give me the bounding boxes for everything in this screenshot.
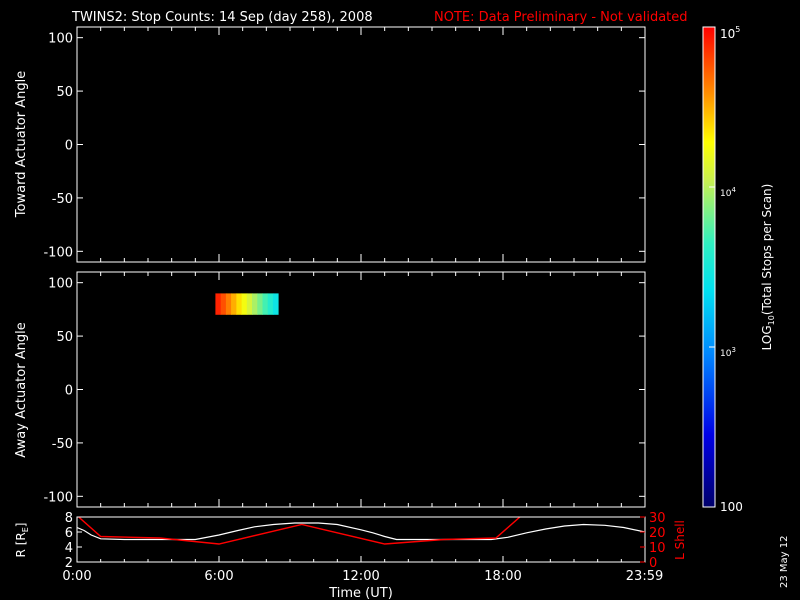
time-xtick-label: 0:00 (62, 569, 91, 584)
radius-ytick-label: 6 (65, 526, 73, 541)
date-stamp: 23 May 12 (779, 536, 790, 588)
away-hotspot-cell (267, 293, 274, 315)
away-ylabel: Away Actuator Angle (14, 322, 29, 457)
time-xtick-label: 18:00 (484, 569, 521, 584)
figure-title: TWINS2: Stop Counts: 14 Sep (day 258), 2… (71, 10, 373, 25)
away-hotspot-cell (236, 293, 243, 315)
away-hotspot-cell (241, 293, 248, 315)
toward-ytick-label: 100 (48, 32, 73, 47)
toward-ytick-label: 0 (65, 139, 73, 154)
lshell-ytick-label: 30 (649, 511, 666, 526)
away-hotspot-cell (246, 293, 253, 315)
time-xtick-label: 6:00 (204, 569, 233, 584)
toward-ylabel: Toward Actuator Angle (14, 71, 29, 218)
lshell-line (77, 517, 521, 545)
away-hotspot-cell (262, 293, 269, 315)
lshell-ytick-label: 20 (649, 526, 666, 541)
away-panel-background (77, 272, 645, 507)
away-hotspot-cell (272, 293, 279, 315)
away-hotspot-cell (215, 293, 222, 315)
away-hotspot-cell (225, 293, 232, 315)
away-ytick-label: -50 (52, 437, 73, 452)
toward-panel-background (77, 27, 645, 262)
away-ytick-label: -100 (43, 490, 73, 505)
away-ytick-label: 100 (48, 277, 73, 292)
radius-ytick-label: 4 (65, 541, 73, 556)
colorbar-title: LOG10(Total Stops per Scan) (760, 184, 776, 351)
time-xtick-label: 12:00 (342, 569, 379, 584)
toward-ytick-label: -100 (43, 245, 73, 260)
radius-ytick-label: 8 (65, 511, 73, 526)
time-xtick-label: 23:59 (626, 569, 663, 584)
colorbar-label-1e4: 104 (720, 186, 736, 199)
toward-ytick-label: -50 (52, 192, 73, 207)
away-hotspot-cell (220, 293, 227, 315)
radius-ylabel: R [RE] (14, 523, 30, 558)
toward-heatmap-panel: 100 50 0 -50 -100 Toward Actuator Angle (14, 26, 646, 263)
lshell-ytick-label: 10 (649, 541, 666, 556)
away-ytick-label: 0 (65, 384, 73, 399)
away-hotspot-cell (252, 293, 258, 315)
colorbar: 105 104 103 100 LOG10(Total Stops per Sc… (702, 25, 776, 514)
radius-line (77, 522, 645, 541)
colorbar-label-100: 100 (720, 500, 743, 514)
away-hotspot-cell (231, 293, 237, 315)
colorbar-label-1e3: 103 (720, 346, 736, 359)
lshell-ylabel: L Shell (673, 520, 687, 560)
away-heatmap-panel: 100 50 0 -50 -100 Away Actuator Angle (14, 271, 646, 508)
toward-ytick-label: 50 (56, 85, 73, 100)
lshell-ytick-label: 0 (649, 556, 657, 571)
colorbar-label-1e5: 105 (720, 25, 740, 41)
time-xlabel: Time (UT) (328, 586, 393, 600)
radius-ytick-label: 2 (65, 556, 73, 571)
away-hotspot-cell (257, 293, 263, 315)
colorbar-gradient (702, 26, 716, 508)
away-ytick-label: 50 (56, 330, 73, 345)
preliminary-note: NOTE: Data Preliminary - Not validated (434, 10, 688, 25)
